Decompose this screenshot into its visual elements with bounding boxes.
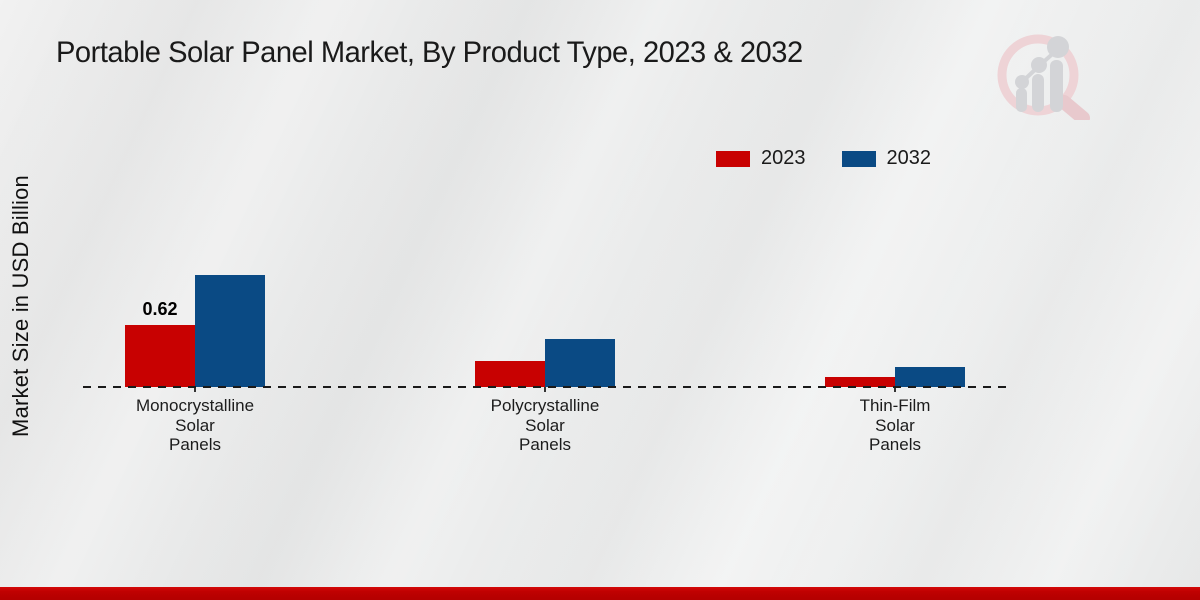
bar-2023-thin-film-solar-panels: [825, 377, 895, 387]
legend-item-2023: 2023: [716, 147, 806, 170]
x-axis-tick-monocrystalline-solar-panels: [194, 387, 196, 392]
category-label-polycrystalline-solar-panels: Polycrystalline Solar Panels: [490, 396, 600, 454]
market-research-future-logo: [993, 28, 1097, 125]
legend-label-2032: 2032: [886, 147, 932, 169]
bar-2032-monocrystalline-solar-panels: [195, 275, 265, 387]
plot-area: Monocrystalline Solar Panels Polycrystall…: [83, 147, 1007, 454]
y-axis-label-container: Market Size in USD Billion: [6, 150, 36, 462]
bar-2023-monocrystalline-solar-panels: [125, 325, 195, 387]
legend-swatch-2023: [716, 150, 750, 167]
zero-baseline: [83, 386, 1007, 388]
x-axis-tick-thin-film-solar-panels: [894, 387, 896, 392]
bar-2023-polycrystalline-solar-panels: [475, 361, 545, 387]
legend-swatch-2032: [841, 150, 876, 167]
data-label-2023-monocrystalline-solar-panels: 0.62: [142, 299, 178, 319]
chart-title: Portable Solar Panel Market, By Product …: [56, 36, 803, 69]
legend: 2023 2032: [716, 147, 931, 170]
footer-red-band: [0, 587, 1200, 600]
category-label-monocrystalline-solar-panels: Monocrystalline Solar Panels: [135, 396, 255, 454]
magnifier-bar-chart-logo-icon: [997, 34, 1090, 125]
legend-label-2023: 2023: [761, 147, 806, 169]
y-axis-label: Market Size in USD Billion: [8, 175, 33, 437]
x-axis-tick-polycrystalline-solar-panels: [544, 387, 546, 392]
bar-2032-polycrystalline-solar-panels: [545, 339, 615, 387]
category-label-thin-film-solar-panels: Thin-Film Solar Panels: [859, 396, 931, 454]
bar-2032-thin-film-solar-panels: [895, 367, 965, 387]
legend-item-2032: 2032: [841, 147, 932, 170]
